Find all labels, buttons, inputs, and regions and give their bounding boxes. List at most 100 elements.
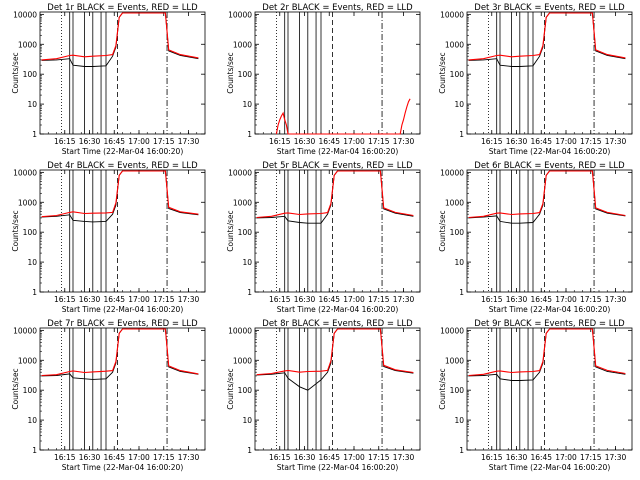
y-tick-label: 1	[247, 446, 252, 455]
series-events	[256, 328, 414, 391]
x-tick-label: 16:45	[530, 453, 552, 462]
x-tick-label: 17:00	[343, 137, 365, 146]
y-tick-label: 100	[450, 228, 465, 237]
x-axis-label: Start Time (22-Mar-04 16:00:20)	[489, 147, 611, 156]
panel-title: Det 7r BLACK = Events, RED = LLD	[47, 319, 198, 329]
y-tick-label: 1	[32, 288, 37, 297]
x-tick-label: 17:15	[368, 295, 390, 304]
x-tick-label: 16:45	[318, 137, 340, 146]
series-events	[256, 170, 414, 224]
y-tick-label: 10000	[228, 326, 252, 335]
x-tick-label: 16:30	[79, 137, 101, 146]
x-axis-label: Start Time (22-Mar-04 16:00:20)	[489, 305, 611, 314]
y-tick-label: 10	[27, 416, 37, 425]
plot-frame	[39, 11, 206, 135]
x-tick-label: 17:30	[605, 453, 627, 462]
y-tick-label: 1000	[233, 198, 252, 207]
panel-title: Det 6r BLACK = Events, RED = LLD	[474, 161, 625, 171]
series-lld	[468, 12, 626, 61]
x-tick-label: 16:45	[103, 137, 125, 146]
x-tick-label: 16:15	[481, 295, 503, 304]
x-tick-label: 17:00	[128, 295, 150, 304]
x-tick-label: 17:00	[555, 295, 577, 304]
y-tick-label: 10	[242, 416, 252, 425]
y-tick-label: 10	[242, 258, 252, 267]
plot-frame	[466, 169, 633, 293]
x-tick-label: 16:30	[506, 137, 528, 146]
x-tick-label: 17:00	[555, 453, 577, 462]
x-tick-label: 16:45	[103, 453, 125, 462]
x-tick-label: 17:15	[153, 453, 175, 462]
x-tick-label: 16:45	[318, 295, 340, 304]
y-tick-label: 1000	[233, 356, 252, 365]
series-lld	[256, 328, 414, 376]
panel-det-7r: Det 7r BLACK = Events, RED = LLD 1 10 100 10…	[11, 319, 206, 472]
x-tick-label: 16:30	[506, 453, 528, 462]
y-tick-label: 1	[32, 130, 37, 139]
panel-det-9r: Det 9r BLACK = Events, RED = LLD 1 10 100 10…	[438, 319, 633, 472]
plot-frame	[466, 327, 633, 451]
y-tick-label: 100	[238, 386, 253, 395]
series-lld	[275, 98, 411, 135]
panel-title: Det 1r BLACK = Events, RED = LLD	[47, 3, 198, 13]
x-tick-label: 17:00	[128, 137, 150, 146]
y-tick-label: 10000	[440, 10, 464, 19]
y-tick-label: 1	[247, 288, 252, 297]
y-tick-label: 1000	[445, 356, 464, 365]
x-tick-label: 17:30	[605, 137, 627, 146]
y-tick-label: 100	[450, 70, 465, 79]
x-tick-label: 16:30	[79, 295, 101, 304]
x-tick-label: 17:15	[368, 137, 390, 146]
y-tick-label: 100	[450, 386, 465, 395]
x-tick-label: 16:15	[54, 453, 76, 462]
y-tick-label: 1000	[445, 40, 464, 49]
x-tick-label: 16:30	[294, 453, 316, 462]
y-tick-label: 10	[27, 100, 37, 109]
x-tick-label: 16:45	[318, 453, 340, 462]
x-tick-label: 17:30	[393, 137, 415, 146]
x-tick-label: 17:15	[580, 137, 602, 146]
x-axis-label: Start Time (22-Mar-04 16:00:20)	[277, 147, 399, 156]
x-tick-label: 17:30	[178, 453, 200, 462]
series-lld	[468, 170, 626, 219]
panel-title: Det 5r BLACK = Events, RED = LLD	[262, 161, 413, 171]
y-axis-label: Counts/sec	[226, 210, 235, 251]
y-tick-label: 100	[23, 228, 38, 237]
panel-det-6r: Det 6r BLACK = Events, RED = LLD 1 10 100 10…	[438, 161, 633, 314]
y-tick-label: 10000	[440, 168, 464, 177]
x-tick-label: 16:30	[506, 295, 528, 304]
plot-frame	[254, 327, 421, 451]
x-axis-label: Start Time (22-Mar-04 16:00:20)	[62, 147, 184, 156]
x-tick-label: 16:45	[530, 137, 552, 146]
series-lld	[41, 328, 199, 377]
x-tick-label: 16:45	[103, 295, 125, 304]
panel-title: Det 3r BLACK = Events, RED = LLD	[474, 3, 625, 13]
x-tick-label: 17:30	[605, 295, 627, 304]
y-tick-label: 10000	[13, 326, 37, 335]
x-tick-label: 17:00	[343, 453, 365, 462]
x-tick-label: 17:15	[580, 453, 602, 462]
y-tick-label: 10000	[13, 168, 37, 177]
y-tick-label: 10000	[228, 10, 252, 19]
series-events	[41, 12, 199, 67]
panel-det-8r: Det 8r BLACK = Events, RED = LLD 1 10 100 10…	[226, 319, 421, 472]
plot-frame	[39, 327, 206, 451]
y-tick-label: 1000	[233, 40, 252, 49]
y-tick-label: 1000	[18, 198, 37, 207]
panel-title: Det 9r BLACK = Events, RED = LLD	[474, 319, 625, 329]
y-tick-label: 10000	[228, 168, 252, 177]
x-tick-label: 16:15	[54, 295, 76, 304]
y-axis-label: Counts/sec	[438, 210, 447, 251]
panel-title: Det 4r BLACK = Events, RED = LLD	[47, 161, 198, 171]
series-lld	[41, 170, 199, 218]
y-axis-label: Counts/sec	[226, 368, 235, 409]
y-axis-label: Counts/sec	[11, 368, 20, 409]
y-tick-label: 1	[247, 130, 252, 139]
y-axis-label: Counts/sec	[438, 368, 447, 409]
panel-det-5r: Det 5r BLACK = Events, RED = LLD 1 10 100 10…	[226, 161, 421, 314]
x-tick-label: 17:00	[128, 453, 150, 462]
y-tick-label: 1	[459, 288, 464, 297]
plot-frame	[254, 169, 421, 293]
x-tick-label: 16:30	[79, 453, 101, 462]
